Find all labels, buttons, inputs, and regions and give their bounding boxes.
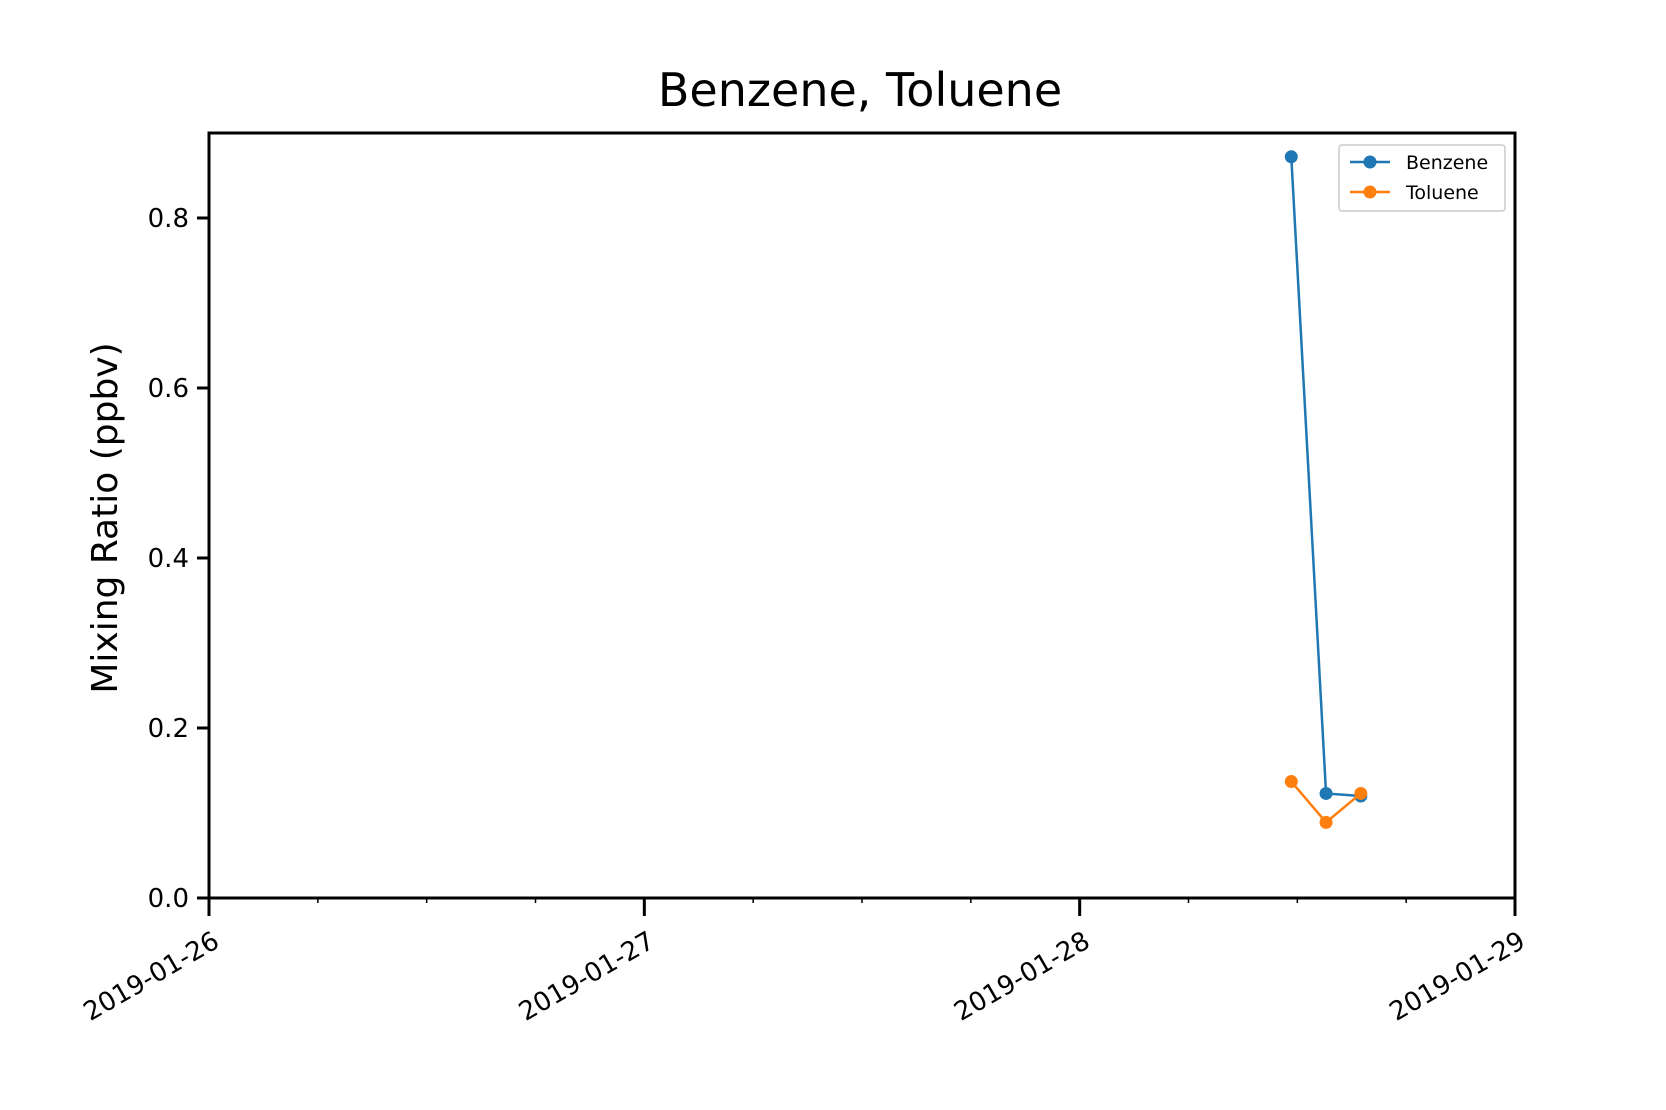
y-axis-ticks: 0.0 0.2 0.4 0.6 0.8 <box>148 204 209 914</box>
y-axis-label: Mixing Ratio (ppbv) <box>85 342 126 693</box>
legend: Benzene Toluene <box>1338 144 1506 212</box>
plot-frame <box>207 131 1517 900</box>
legend-entry-benzene: Benzene <box>1350 152 1488 174</box>
y-tick-label: 0.4 <box>148 544 189 574</box>
legend-entry-toluene: Toluene <box>1350 182 1479 204</box>
data-point-toluene <box>1354 786 1368 800</box>
y-tick-label: 0.2 <box>148 714 189 744</box>
series-toluene <box>1284 775 1368 829</box>
x-tick-label: 2019-01-26 <box>79 926 225 1028</box>
y-tick-label: 0.6 <box>148 374 189 404</box>
x-tick-label: 2019-01-29 <box>1385 926 1531 1028</box>
data-point-toluene <box>1319 815 1333 829</box>
x-axis-ticks: 2019-01-26 2019-01-27 2019-01-28 2019-01-29 <box>79 898 1531 1028</box>
legend-label-benzene: Benzene <box>1406 152 1488 174</box>
legend-marker-toluene <box>1363 185 1377 199</box>
chart-title: Benzene, Toluene <box>658 63 1062 117</box>
x-tick-label: 2019-01-28 <box>949 926 1095 1028</box>
data-point-toluene <box>1284 775 1298 789</box>
series-line-benzene <box>1290 156 1361 798</box>
series-layer <box>1284 150 1368 829</box>
legend-label-toluene: Toluene <box>1405 182 1479 204</box>
y-tick-label: 0.8 <box>148 204 189 234</box>
y-tick-label: 0.0 <box>148 884 189 914</box>
data-point-benzene <box>1319 786 1333 800</box>
series-benzene <box>1284 150 1368 803</box>
x-tick-label: 2019-01-27 <box>514 926 660 1028</box>
legend-marker-benzene <box>1363 155 1377 169</box>
data-point-benzene <box>1284 150 1298 164</box>
